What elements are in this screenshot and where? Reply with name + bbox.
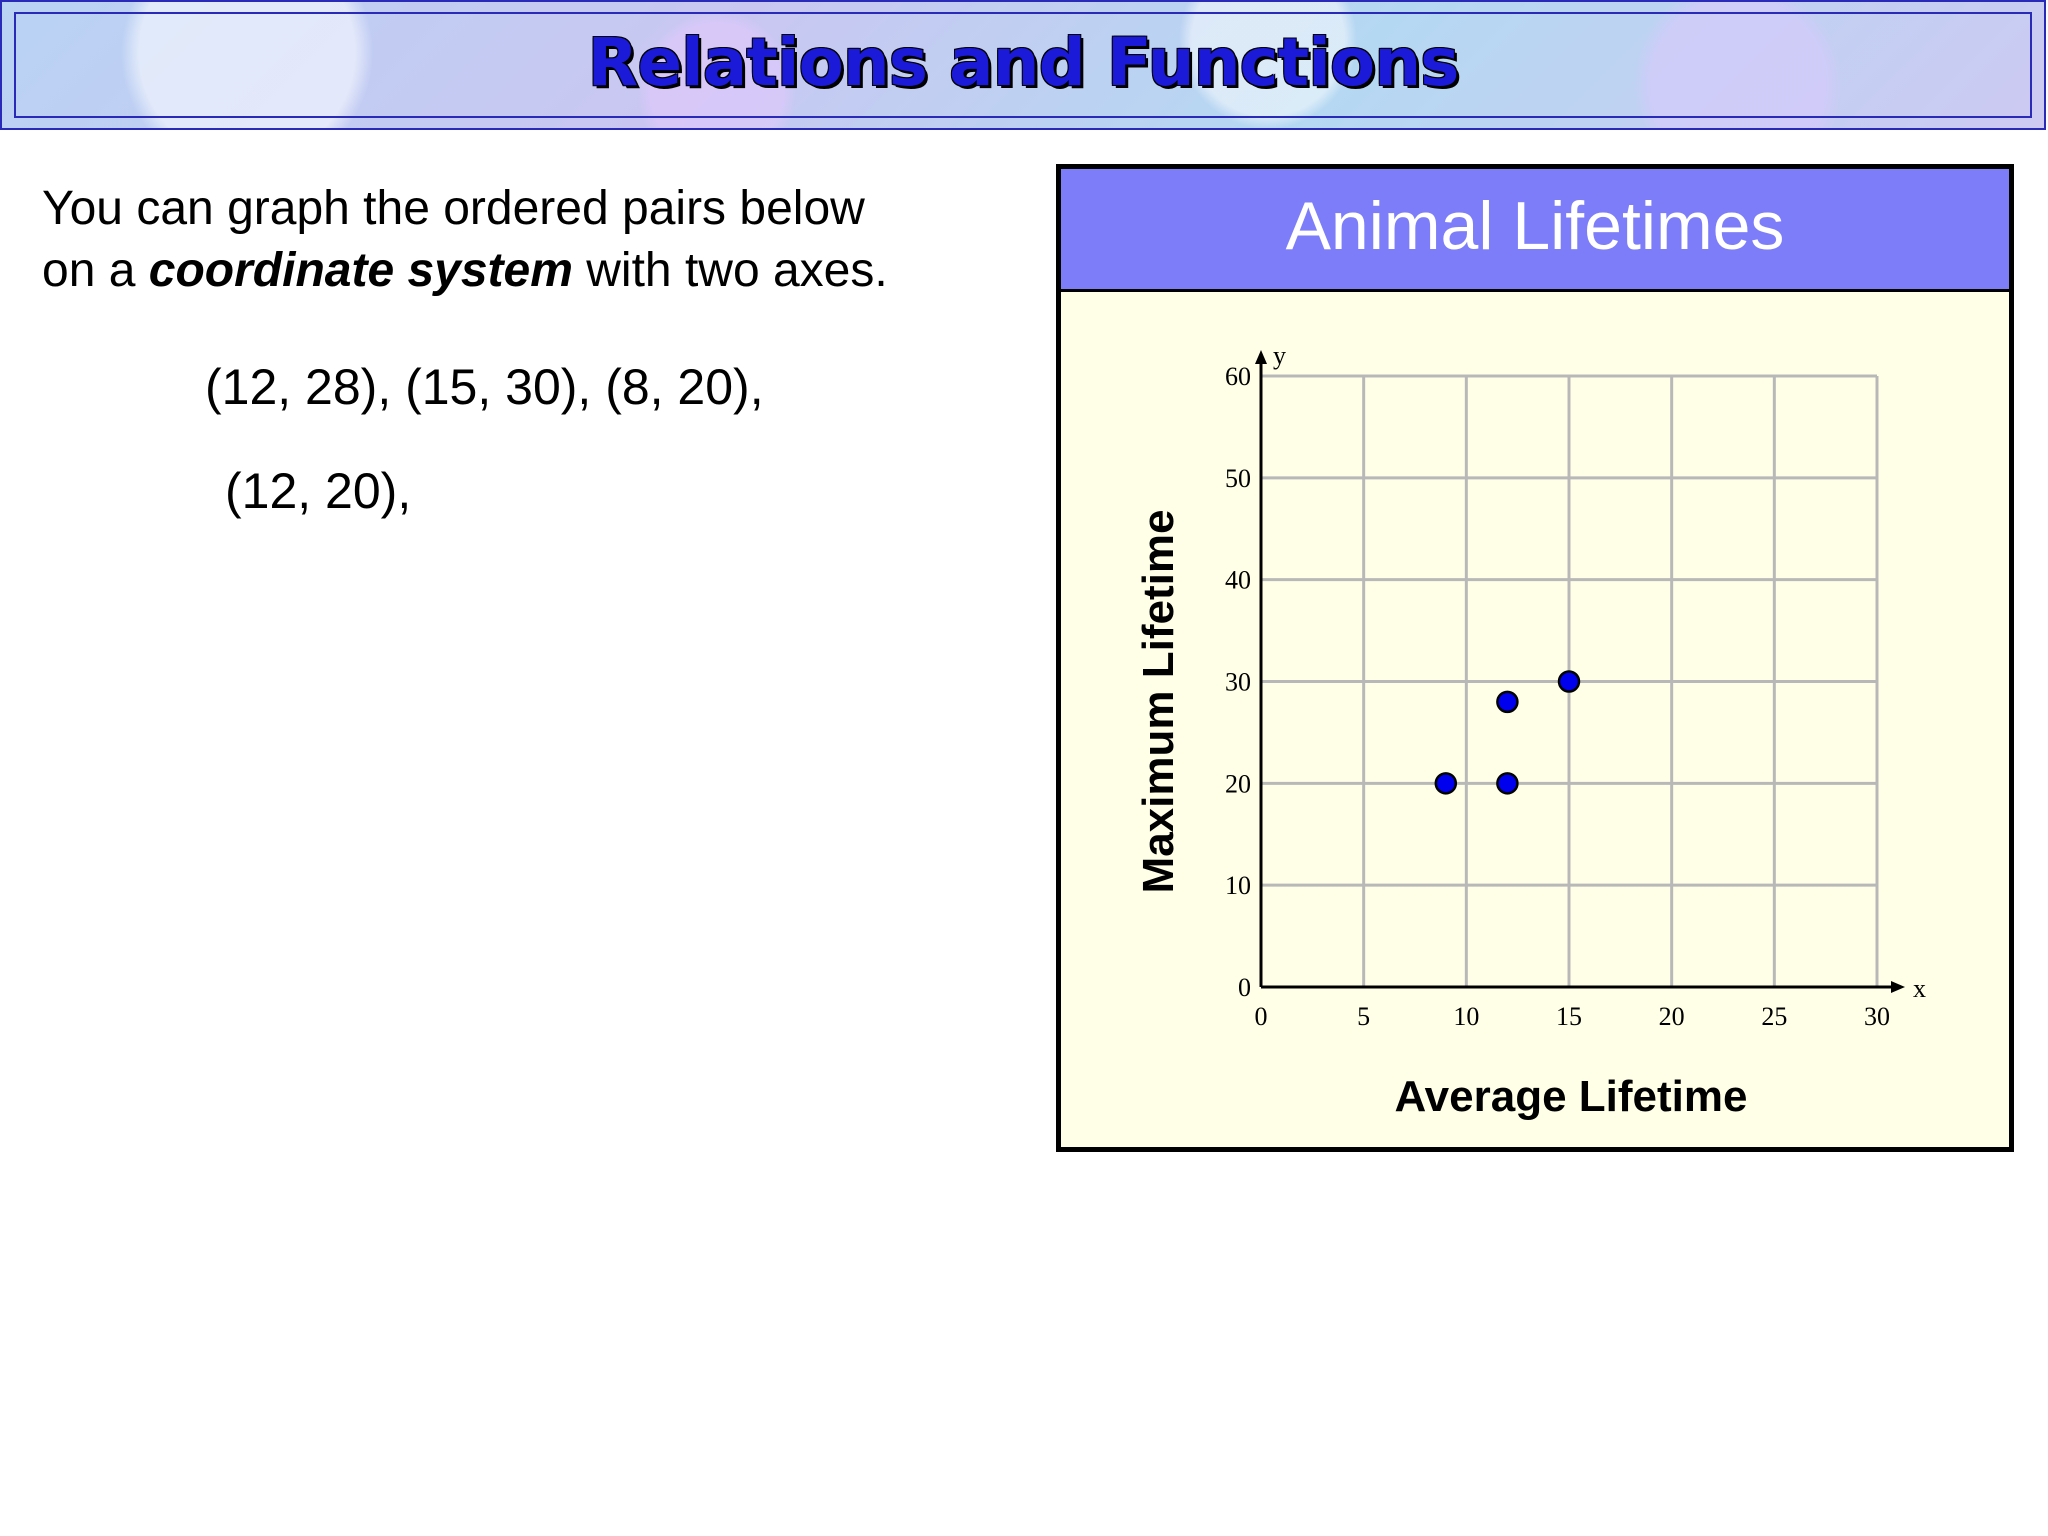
chart-title: Animal Lifetimes — [1285, 188, 1785, 264]
data-point — [1434, 772, 1458, 795]
title-banner: Relations and Functions — [0, 0, 2046, 130]
intro-text: You can graph the ordered pairs below on… — [42, 178, 888, 302]
y-axis-arrow — [1255, 350, 1267, 364]
chart-header: Animal Lifetimes — [1061, 169, 2009, 292]
data-point — [1496, 690, 1519, 714]
intro-line-1: You can graph the ordered pairs below — [42, 182, 865, 235]
y-tick-label: 10 — [1225, 871, 1251, 900]
x-tick-label: 20 — [1659, 1002, 1685, 1031]
x-tick-label: 0 — [1255, 1002, 1268, 1031]
x-axis-title: Average Lifetime — [1395, 1072, 1748, 1121]
x-tick-label: 15 — [1556, 1002, 1582, 1031]
y-tick-label: 60 — [1225, 362, 1251, 391]
y-tick-label: 50 — [1225, 464, 1251, 493]
ordered-pairs-line-2: (12, 20), — [225, 463, 412, 519]
x-tick-label: 30 — [1864, 1002, 1890, 1031]
data-point — [1496, 772, 1519, 795]
intro-line-2-start: on a — [42, 244, 149, 297]
intro-emphasis: coordinate system — [148, 244, 573, 297]
ordered-pairs-line-1: (12, 28), (15, 30), (8, 20), — [205, 359, 764, 415]
y-tick-label: 40 — [1225, 566, 1251, 595]
x-axis-letter: x — [1913, 974, 1926, 1003]
x-axis-arrow — [1891, 981, 1905, 993]
page-title: Relations and Functions — [587, 24, 1460, 101]
y-tick-label: 30 — [1225, 668, 1251, 697]
x-tick-label: 25 — [1761, 1002, 1787, 1031]
scatter-chart: 0 5 10 15 20 25 30 0 10 20 30 40 50 60 x y Average Lifet… — [1134, 341, 1926, 1121]
y-tick-label: 0 — [1238, 973, 1251, 1002]
y-tick-label: 20 — [1225, 769, 1251, 798]
x-tick-label: 5 — [1357, 1002, 1370, 1031]
intro-line-2-end: with two axes. — [572, 244, 888, 297]
title-banner-frame — [14, 12, 2032, 118]
data-point — [1557, 670, 1581, 693]
x-tick-label: 10 — [1453, 1002, 1479, 1031]
chart-panel: Animal Lifetimes 0 5 10 15 20 25 30 0 10 20 30 40 50… — [1056, 164, 2014, 1152]
y-axis-title: Maximum Lifetime — [1134, 510, 1183, 894]
y-axis-letter: y — [1273, 341, 1286, 370]
